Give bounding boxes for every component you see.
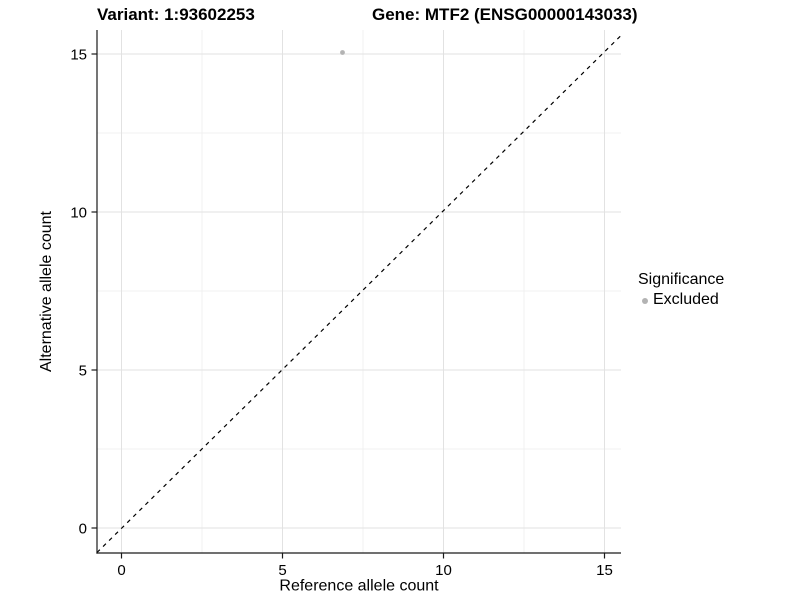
x-tick-labels: 0 5 10 15 <box>117 562 613 579</box>
y-tick-label-5: 5 <box>79 363 87 380</box>
legend-item-label: Excluded <box>653 291 719 308</box>
x-tick-label-10: 10 <box>435 562 452 579</box>
grid-major <box>97 30 621 553</box>
y-axis-ticks <box>91 53 97 529</box>
x-tick-label-5: 5 <box>278 562 286 579</box>
grid-minor <box>97 30 621 553</box>
y-tick-labels: 0 5 10 15 <box>70 47 87 538</box>
y-axis-label: Alternative allele count <box>38 210 55 372</box>
legend: Significance Excluded <box>638 271 724 309</box>
y-tick-label-10: 10 <box>70 205 87 222</box>
y-tick-label-15: 15 <box>70 47 87 64</box>
x-axis-label: Reference allele count <box>279 578 439 595</box>
data-point-excluded <box>340 50 345 55</box>
x-axis-ticks <box>120 553 606 559</box>
x-tick-label-0: 0 <box>117 562 125 579</box>
plot-title-variant: Variant: 1:93602253 <box>97 5 255 24</box>
y-tick-label-0: 0 <box>79 521 87 538</box>
legend-marker-circle-icon <box>642 298 648 304</box>
legend-title: Significance <box>638 271 725 288</box>
plot-title-gene: Gene: MTF2 (ENSG00000143033) <box>372 5 638 24</box>
identity-reference-line <box>96 35 621 553</box>
legend-item-excluded: Excluded <box>638 291 724 309</box>
x-tick-label-15: 15 <box>596 562 613 579</box>
